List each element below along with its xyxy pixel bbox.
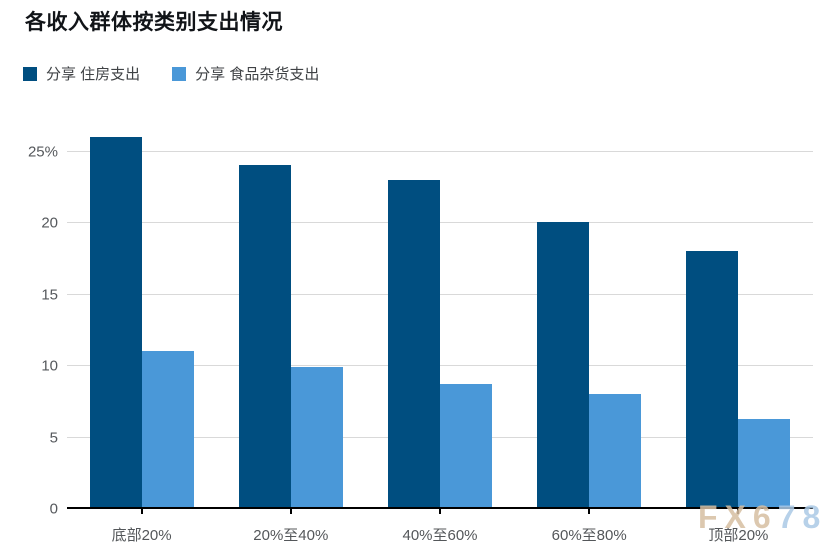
x-axis-tick bbox=[289, 508, 292, 514]
bar-grocery bbox=[589, 393, 642, 508]
x-axis-tick bbox=[439, 508, 441, 514]
bar-grocery bbox=[141, 350, 194, 508]
y-axis-label: 25% bbox=[27, 143, 58, 161]
gridline bbox=[67, 293, 813, 295]
x-axis-label: 顶部20% bbox=[708, 527, 769, 544]
y-axis-label: 15 bbox=[41, 286, 58, 304]
legend-swatch-grocery-icon bbox=[172, 66, 187, 81]
bar-housing bbox=[238, 165, 291, 508]
legend-item-housing: 分享 住房支出 bbox=[23, 63, 140, 84]
x-axis-tick bbox=[737, 508, 740, 514]
gridline bbox=[67, 222, 813, 224]
gridline bbox=[67, 365, 813, 367]
legend-label-grocery: 分享 食品杂货支出 bbox=[195, 66, 320, 83]
y-axis-label: 10 bbox=[41, 357, 58, 375]
legend-swatch-housing-icon bbox=[23, 66, 37, 81]
x-axis-line bbox=[67, 507, 813, 509]
y-axis-label: 20 bbox=[41, 214, 58, 232]
x-axis-label: 40%至60% bbox=[402, 527, 478, 544]
bar-grocery bbox=[440, 383, 492, 508]
legend-item-grocery: 分享 食品杂货支出 bbox=[172, 63, 319, 84]
bar-housing bbox=[686, 250, 739, 508]
x-axis-tick bbox=[140, 508, 143, 514]
x-axis-tick bbox=[588, 508, 591, 514]
legend: 分享 住房支出 分享 食品杂货支出 bbox=[23, 63, 319, 84]
x-axis-label: 20%至40% bbox=[253, 527, 329, 544]
bar-grocery bbox=[290, 366, 343, 508]
x-axis-label: 60%至80% bbox=[551, 527, 627, 544]
bar-housing bbox=[89, 136, 142, 508]
bar-grocery bbox=[738, 419, 791, 508]
x-axis-label: 底部20% bbox=[111, 527, 172, 544]
bar-housing bbox=[388, 179, 440, 508]
gridline bbox=[67, 151, 813, 152]
y-axis-label: 5 bbox=[49, 429, 58, 447]
chart-title: 各收入群体按类别支出情况 bbox=[25, 11, 283, 34]
legend-label-housing: 分享 住房支出 bbox=[46, 66, 141, 83]
bar-housing bbox=[537, 222, 590, 508]
y-axis-label: 0 bbox=[49, 500, 58, 518]
